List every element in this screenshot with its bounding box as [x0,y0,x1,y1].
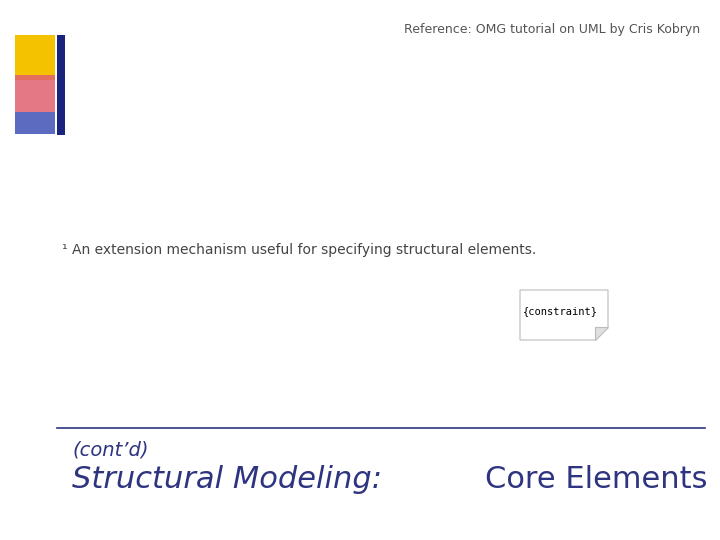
Text: Core Elements: Core Elements [485,465,707,495]
Bar [15,112,55,134]
Bar [15,75,55,118]
Bar [57,35,65,135]
Text: Structural Modeling:: Structural Modeling: [72,465,392,495]
Polygon shape [595,327,608,340]
Text: (cont’d): (cont’d) [72,441,148,460]
Text: ¹ An extension mechanism useful for specifying structural elements.: ¹ An extension mechanism useful for spec… [62,243,536,257]
Polygon shape [520,290,608,340]
Text: {constraint}: {constraint} [523,306,598,316]
Bar [15,35,55,80]
Text: Reference: OMG tutorial on UML by Cris Kobryn: Reference: OMG tutorial on UML by Cris K… [404,24,700,37]
